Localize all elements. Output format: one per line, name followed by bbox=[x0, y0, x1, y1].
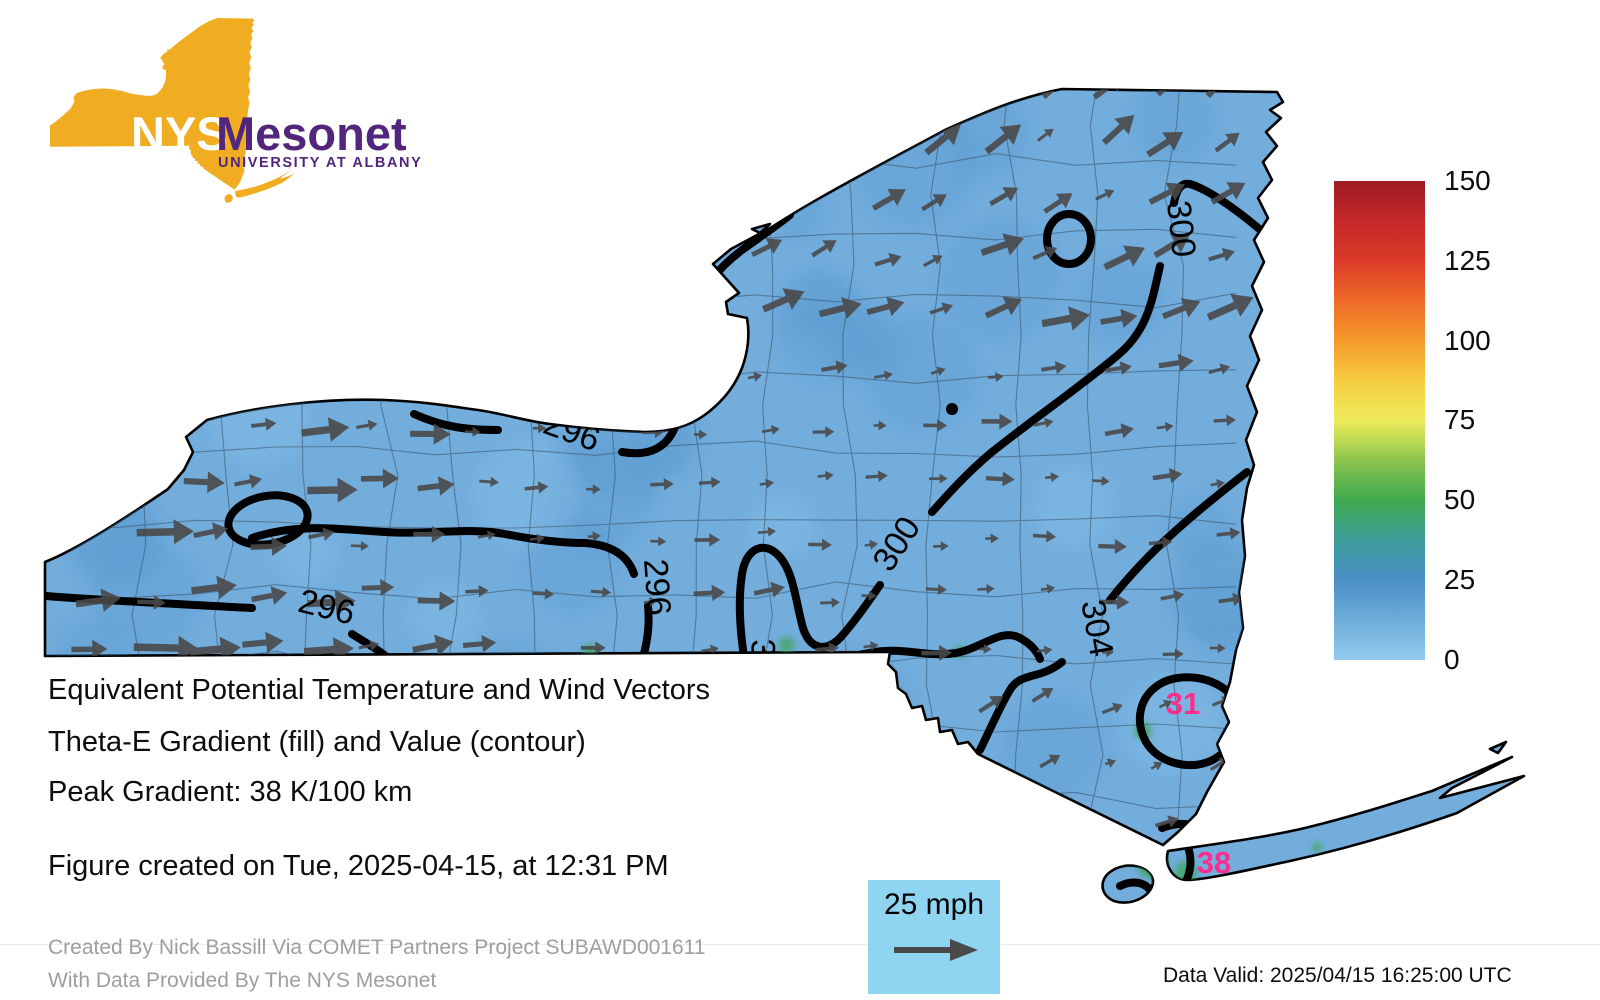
colorbar-tick: 125 bbox=[1444, 244, 1491, 276]
peak-gradient-value: 31 bbox=[1166, 686, 1200, 721]
contour-closed-loop bbox=[1043, 210, 1095, 268]
colorbar-tick: 50 bbox=[1444, 484, 1476, 516]
wind-scale-label: 25 mph bbox=[883, 888, 985, 921]
logo-tagline: UNIVERSITY AT ALBANY bbox=[218, 155, 422, 171]
peak-gradient-text: Peak Gradient: 38 K/100 km bbox=[48, 776, 413, 808]
contour-nyc bbox=[1116, 878, 1154, 894]
contour-label: 296 bbox=[636, 558, 678, 617]
contour-300 bbox=[735, 543, 884, 661]
logo-nys-text: NYS bbox=[131, 107, 228, 160]
logo-mesonet-text: Mesonet bbox=[216, 107, 407, 160]
wind-arrows bbox=[71, 89, 1254, 885]
contour-296-north bbox=[410, 410, 502, 434]
contour-304 bbox=[1106, 468, 1251, 604]
contour-304 bbox=[976, 658, 1066, 754]
figure-title-line2: Theta-E Gradient (fill) and Value (conto… bbox=[48, 726, 586, 758]
figure-title-line1: Equivalent Potential Temperature and Win… bbox=[48, 674, 711, 706]
credit-line1: Created By Nick Bassill Via COMET Partne… bbox=[48, 936, 706, 959]
colorbar-gradient bbox=[1334, 181, 1425, 660]
figure-created-text: Figure created on Tue, 2025-04-15, at 12… bbox=[48, 850, 669, 882]
colorbar-tick: 75 bbox=[1444, 404, 1476, 436]
wind-scale-legend: 25 mph bbox=[868, 880, 1000, 994]
contour-300 bbox=[928, 262, 1164, 516]
contour-296-mid bbox=[248, 524, 638, 578]
nys-mesonet-logo: NYS Mesonet UNIVERSITY AT ALBANY bbox=[49, 17, 422, 203]
colorbar-tick: 100 bbox=[1444, 324, 1491, 356]
contour-label: 300 bbox=[743, 638, 785, 697]
peak-gradient-value: 38 bbox=[1197, 845, 1231, 880]
colorbar-tick: 25 bbox=[1444, 564, 1476, 596]
data-valid-text: Data Valid: 2025/04/15 16:25:00 UTC bbox=[1163, 964, 1512, 987]
colorbar-tick: 150 bbox=[1444, 165, 1491, 196]
contour-label: 300 bbox=[1159, 199, 1203, 259]
credit-line2: With Data Provided By The NYS Mesonet bbox=[48, 969, 437, 992]
contour-point bbox=[946, 403, 958, 415]
figure-baseline-rule bbox=[0, 944, 1600, 945]
wind-scale-arrow-icon bbox=[894, 939, 978, 961]
contour-loop-31 bbox=[1135, 673, 1238, 770]
colorbar-tick: 0 bbox=[1444, 643, 1460, 675]
peak-gradient-labels: 31 38 bbox=[1166, 686, 1231, 880]
